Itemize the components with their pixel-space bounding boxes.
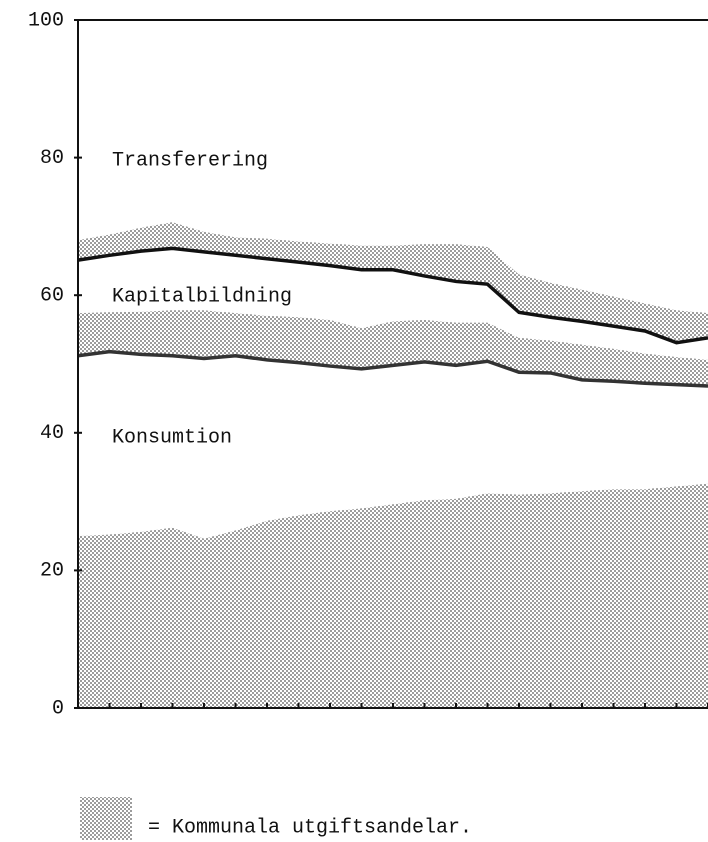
y-tick-label: 100 [28,9,64,32]
series-line [77,349,708,388]
series-line [77,246,708,345]
y-tick-label: 80 [40,147,64,170]
municipal-band [78,310,708,387]
y-tick-label: 0 [52,697,64,720]
bands [78,222,708,708]
legend-swatch [80,797,132,840]
region-label: Kapitalbildning [112,285,292,308]
y-tick-label: 40 [40,422,64,445]
municipal-band [78,222,708,343]
region-label: Konsumtion [112,426,232,449]
y-tick-label: 20 [40,560,64,583]
y-tick-label: 60 [40,284,64,307]
legend-label: = Kommunala utgiftsandelar. [148,816,472,839]
lines [77,246,708,388]
region-label: Transferering [112,149,268,172]
municipal-band [78,483,708,708]
